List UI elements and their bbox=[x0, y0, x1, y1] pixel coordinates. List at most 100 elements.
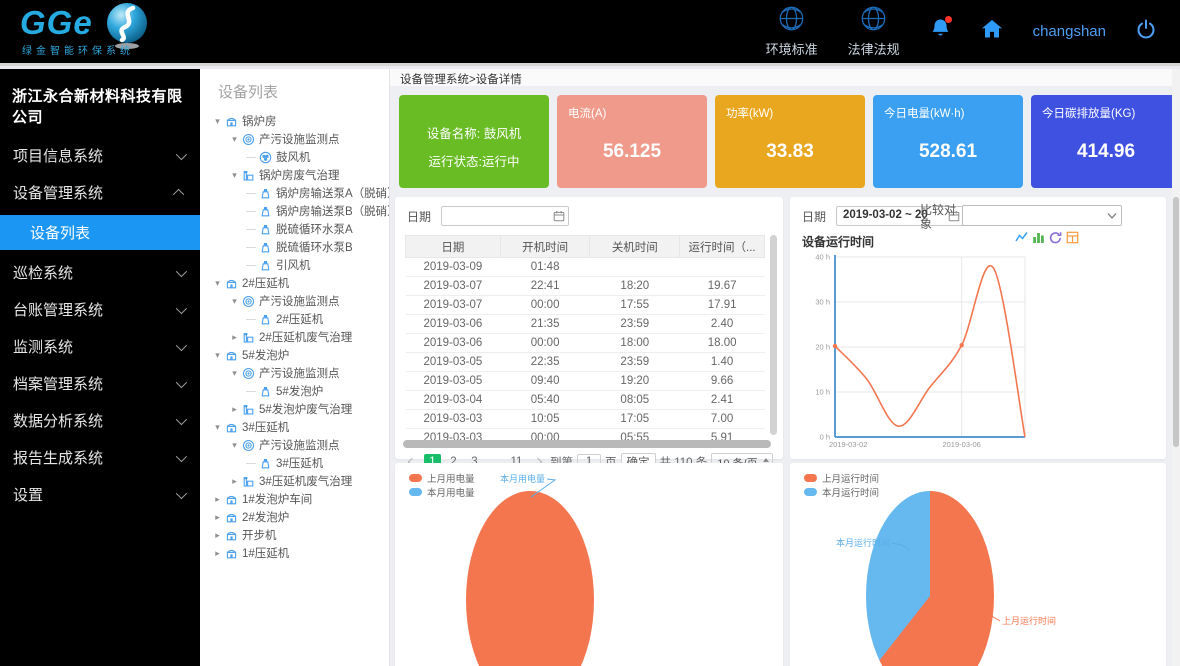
tree-node[interactable]: ▾ 产污设施监测点 bbox=[200, 130, 389, 148]
logo-sphere-icon bbox=[106, 2, 150, 55]
runtime-table-panel: 日期 日期 开机时间 关机时间 运行时间（... 2019-03-09 01:48 201… bbox=[395, 197, 783, 472]
tree-node[interactable]: ▾ 锅炉房废气治理 bbox=[200, 166, 389, 184]
tree-node[interactable]: 锅炉房输送泵B（脱硝） bbox=[200, 202, 389, 220]
legend-item[interactable]: 上月运行时间 bbox=[804, 471, 879, 485]
tree-node[interactable]: ▾ 产污设施监测点 bbox=[200, 364, 389, 382]
table-cell: 2.41 bbox=[679, 390, 765, 410]
tree-node[interactable]: ▸ 开步机 bbox=[200, 526, 389, 544]
power-pie-chart[interactable] bbox=[466, 491, 594, 666]
tree-node[interactable]: 脱硫循环水泵B bbox=[200, 238, 389, 256]
stat-card-4[interactable]: 今日电量(kW·h) 528.61 bbox=[873, 95, 1023, 188]
page-button[interactable]: 2 bbox=[450, 456, 457, 468]
caret-collapsed-icon[interactable]: ▸ bbox=[215, 511, 220, 522]
home-button[interactable] bbox=[981, 19, 1003, 44]
table-row[interactable]: 2019-03-07 22:41 18:20 19.67 bbox=[405, 276, 765, 296]
caret-expanded-icon[interactable]: ▾ bbox=[215, 421, 220, 432]
table-cell: 23:59 bbox=[589, 352, 680, 372]
table-vertical-scrollbar[interactable] bbox=[770, 235, 777, 435]
tree-node[interactable]: ▸ 2#压延机废气治理 bbox=[200, 328, 389, 346]
table-row[interactable]: 2019-03-06 21:35 23:59 2.40 bbox=[405, 314, 765, 334]
caret-expanded-icon[interactable]: ▾ bbox=[215, 277, 220, 288]
tree-node-label: 产污设施监测点 bbox=[259, 296, 340, 308]
tree-node[interactable]: 5#发泡炉 bbox=[200, 382, 389, 400]
tree-node[interactable]: ▾ 产污设施监测点 bbox=[200, 292, 389, 310]
tree-node[interactable]: 鼓风机 bbox=[200, 148, 389, 166]
notifications-button[interactable] bbox=[930, 15, 952, 46]
logo[interactable]: GGe 绿金智能环保系统 bbox=[20, 2, 180, 62]
compare-target-select[interactable] bbox=[962, 205, 1122, 226]
sidebar-item-8[interactable]: 报告生成系统 bbox=[0, 439, 200, 476]
legend-item[interactable]: 本月用电量 bbox=[409, 485, 475, 499]
tree-node[interactable]: ▸ 1#发泡炉车间 bbox=[200, 490, 389, 508]
tree-node[interactable]: 引风机 bbox=[200, 256, 389, 274]
data-grid-tool-icon[interactable] bbox=[1066, 231, 1079, 244]
page-button[interactable]: 11 bbox=[510, 456, 523, 468]
runtime-line-chart: 0 h 10 h 20 h 30 h 40 h 2019-03-02 2019-03-06 bbox=[815, 253, 1026, 449]
nav-env-standards[interactable]: 环境标准 bbox=[766, 5, 818, 58]
table-row[interactable]: 2019-03-06 00:00 18:00 18.00 bbox=[405, 333, 765, 353]
tree-node[interactable]: ▾ 产污设施监测点 bbox=[200, 436, 389, 454]
date-filter-input[interactable] bbox=[441, 206, 570, 226]
caret-expanded-icon[interactable]: ▾ bbox=[215, 115, 220, 126]
username[interactable]: changshan bbox=[1032, 23, 1106, 40]
tree-node[interactable]: 2#压延机 bbox=[200, 310, 389, 328]
caret-expanded-icon[interactable]: ▾ bbox=[232, 295, 237, 306]
logout-button[interactable] bbox=[1136, 19, 1156, 45]
bar-chart-tool-icon[interactable] bbox=[1032, 231, 1045, 244]
tree-node[interactable]: ▾ 3#压延机 bbox=[200, 418, 389, 436]
tree-node[interactable]: 脱硫循环水泵A bbox=[200, 220, 389, 238]
stat-card-1[interactable]: 设备名称: 鼓风机 运行状态:运行中 bbox=[399, 95, 549, 188]
caret-collapsed-icon[interactable]: ▸ bbox=[215, 529, 220, 540]
nav-laws[interactable]: 法律法规 bbox=[848, 5, 900, 58]
tree-node[interactable]: ▾ 5#发泡炉 bbox=[200, 346, 389, 364]
caret-collapsed-icon[interactable]: ▸ bbox=[232, 331, 237, 342]
tree-node[interactable]: ▸ 2#发泡炉 bbox=[200, 508, 389, 526]
tree-node[interactable]: ▸ 5#发泡炉废气治理 bbox=[200, 400, 389, 418]
caret-expanded-icon[interactable]: ▾ bbox=[232, 367, 237, 378]
tree-node[interactable]: 锅炉房输送泵A（脱硝） bbox=[200, 184, 389, 202]
tree-node[interactable]: ▸ 1#压延机 bbox=[200, 544, 389, 562]
line-chart-tool-icon[interactable] bbox=[1015, 231, 1028, 244]
stat-card-3[interactable]: 功率(kW) 33.83 bbox=[715, 95, 865, 188]
sidebar-item-5[interactable]: 监测系统 bbox=[0, 328, 200, 365]
table-row[interactable]: 2019-03-04 05:40 08:05 2.41 bbox=[405, 390, 765, 410]
runtime-pie-chart[interactable] bbox=[866, 491, 994, 666]
sidebar-item-7[interactable]: 数据分析系统 bbox=[0, 402, 200, 439]
table-row[interactable]: 2019-03-07 00:00 17:55 17.91 bbox=[405, 295, 765, 315]
caret-expanded-icon[interactable]: ▾ bbox=[215, 349, 220, 360]
table-row[interactable]: 2019-03-09 01:48 bbox=[405, 257, 765, 277]
sidebar-item-4[interactable]: 台账管理系统 bbox=[0, 291, 200, 328]
caret-expanded-icon[interactable]: ▾ bbox=[232, 169, 237, 180]
tree-node[interactable]: ▾ 2#压延机 bbox=[200, 274, 389, 292]
caret-expanded-icon[interactable]: ▾ bbox=[232, 133, 237, 144]
tree-node[interactable]: ▸ 3#压延机废气治理 bbox=[200, 472, 389, 490]
stepper-up-icon bbox=[762, 457, 769, 462]
sidebar-item-9[interactable]: 设置 bbox=[0, 476, 200, 513]
page-button[interactable]: 3 bbox=[471, 456, 478, 468]
tree-node[interactable]: ▾ 锅炉房 bbox=[200, 112, 389, 130]
stat-card-5[interactable]: 今日碳排放量(KG) 414.96 bbox=[1031, 95, 1180, 188]
caret-collapsed-icon[interactable]: ▸ bbox=[232, 403, 237, 414]
sidebar-item-1[interactable]: 项目信息系统 bbox=[0, 137, 200, 174]
sidebar-subitem-device-list[interactable]: 设备列表 bbox=[0, 215, 200, 250]
table-row[interactable]: 2019-03-03 10:05 17:05 7.00 bbox=[405, 409, 765, 429]
caret-collapsed-icon[interactable]: ▸ bbox=[215, 547, 220, 558]
window-scrollbar[interactable] bbox=[1172, 69, 1180, 666]
refresh-tool-icon[interactable] bbox=[1049, 231, 1062, 244]
date-range-input[interactable]: 2019-03-02 ~ 20 bbox=[836, 206, 965, 226]
sidebar-item-3[interactable]: 巡检系统 bbox=[0, 254, 200, 291]
sidebar-item-2[interactable]: 设备管理系统 bbox=[0, 174, 200, 211]
caret-collapsed-icon[interactable]: ▸ bbox=[232, 475, 237, 486]
home-icon bbox=[981, 19, 1003, 44]
sidebar-subitem-label: 设备列表 bbox=[30, 225, 91, 242]
table-horizontal-scrollbar[interactable] bbox=[403, 440, 771, 448]
caret-expanded-icon[interactable]: ▾ bbox=[232, 439, 237, 450]
tree-node[interactable]: 3#压延机 bbox=[200, 454, 389, 472]
table-row[interactable]: 2019-03-05 09:40 19:20 9.66 bbox=[405, 371, 765, 391]
legend-item[interactable]: 上月用电量 bbox=[409, 471, 475, 485]
sidebar-item-6[interactable]: 档案管理系统 bbox=[0, 365, 200, 402]
stat-card-2[interactable]: 电流(A) 56.125 bbox=[557, 95, 707, 188]
legend-item[interactable]: 本月运行时间 bbox=[804, 485, 879, 499]
table-row[interactable]: 2019-03-05 22:35 23:59 1.40 bbox=[405, 352, 765, 372]
caret-collapsed-icon[interactable]: ▸ bbox=[215, 493, 220, 504]
